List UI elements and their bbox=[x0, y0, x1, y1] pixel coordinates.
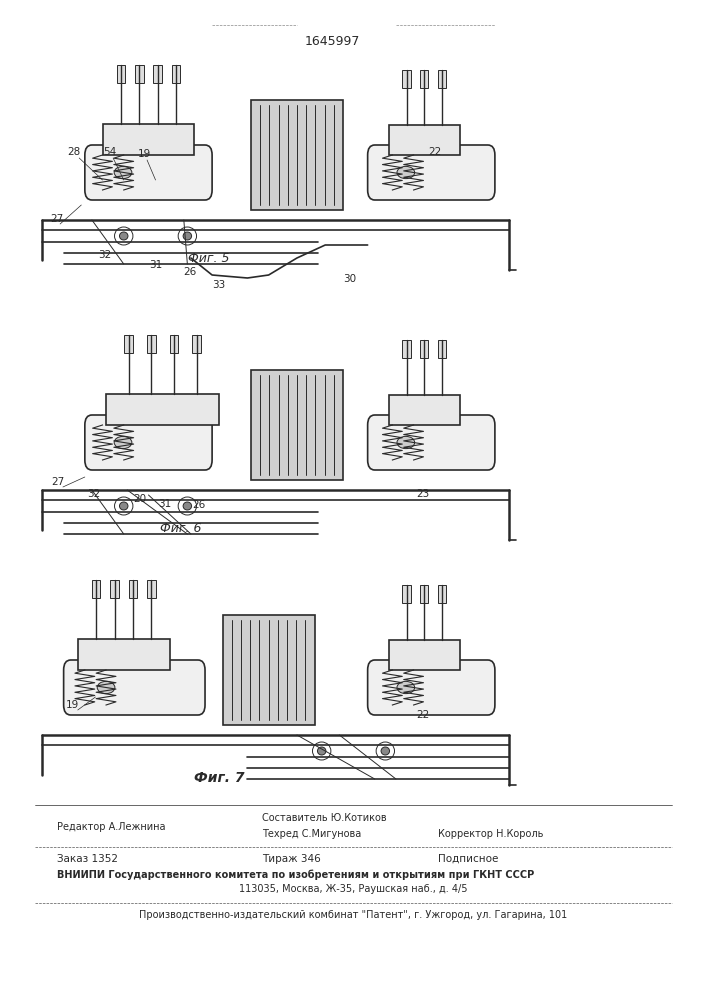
Ellipse shape bbox=[397, 436, 414, 449]
Ellipse shape bbox=[381, 747, 390, 755]
Bar bbox=[389, 395, 460, 425]
Ellipse shape bbox=[397, 681, 414, 694]
Text: 19: 19 bbox=[66, 700, 79, 710]
FancyBboxPatch shape bbox=[368, 415, 495, 470]
Bar bbox=[402, 585, 411, 603]
Text: 26: 26 bbox=[183, 267, 196, 277]
Ellipse shape bbox=[114, 166, 132, 179]
Text: Фиг. 6: Фиг. 6 bbox=[160, 522, 201, 535]
Text: Производственно-издательский комбинат "Патент", г. Ужгород, ул. Гагарина, 101: Производственно-издательский комбинат "П… bbox=[139, 910, 568, 920]
Bar bbox=[129, 580, 137, 598]
Ellipse shape bbox=[183, 502, 192, 510]
Text: Тираж 346: Тираж 346 bbox=[262, 854, 320, 864]
FancyBboxPatch shape bbox=[368, 145, 495, 200]
Bar bbox=[223, 615, 315, 725]
Text: 54: 54 bbox=[103, 147, 116, 157]
Text: 27: 27 bbox=[52, 477, 64, 487]
Bar bbox=[402, 340, 411, 358]
Bar bbox=[124, 335, 133, 353]
Text: 28: 28 bbox=[68, 147, 81, 157]
Text: 22: 22 bbox=[428, 147, 441, 157]
Bar bbox=[147, 580, 156, 598]
Text: 26: 26 bbox=[193, 500, 206, 510]
Text: 20: 20 bbox=[134, 494, 146, 504]
Bar bbox=[251, 100, 343, 210]
Text: Редактор А.Лежнина: Редактор А.Лежнина bbox=[57, 822, 165, 832]
Text: Фиг. 7: Фиг. 7 bbox=[194, 771, 245, 785]
Ellipse shape bbox=[114, 436, 132, 449]
Bar bbox=[420, 340, 428, 358]
Text: 31: 31 bbox=[158, 499, 171, 509]
Bar bbox=[420, 585, 428, 603]
FancyBboxPatch shape bbox=[85, 415, 212, 470]
Bar bbox=[147, 335, 156, 353]
Bar bbox=[78, 639, 170, 670]
FancyBboxPatch shape bbox=[64, 660, 205, 715]
Bar bbox=[106, 393, 219, 425]
Ellipse shape bbox=[97, 681, 115, 694]
FancyBboxPatch shape bbox=[85, 145, 212, 200]
Bar bbox=[110, 580, 119, 598]
FancyBboxPatch shape bbox=[368, 660, 495, 715]
Text: 33: 33 bbox=[213, 280, 226, 290]
Bar bbox=[251, 370, 343, 480]
Text: 22: 22 bbox=[416, 710, 429, 720]
Text: 30: 30 bbox=[344, 274, 356, 284]
Text: Фиг. 5: Фиг. 5 bbox=[188, 252, 229, 265]
Text: Подписное: Подписное bbox=[438, 854, 498, 864]
Bar bbox=[438, 585, 446, 603]
Text: Техред С.Мигунова: Техред С.Мигунова bbox=[262, 829, 361, 839]
Text: 32: 32 bbox=[87, 489, 100, 499]
Bar bbox=[438, 70, 446, 88]
Bar bbox=[117, 65, 125, 83]
Text: Составитель Ю.Котиков: Составитель Ю.Котиков bbox=[262, 813, 386, 823]
Text: Заказ 1352: Заказ 1352 bbox=[57, 854, 117, 864]
Text: ВНИИПИ Государственного комитета по изобретениям и открытиям при ГКНТ СССР: ВНИИПИ Государственного комитета по изоб… bbox=[57, 869, 534, 880]
Bar bbox=[92, 580, 100, 598]
Text: 19: 19 bbox=[139, 149, 151, 159]
Text: 32: 32 bbox=[98, 250, 111, 260]
Text: Корректор Н.Король: Корректор Н.Король bbox=[438, 829, 544, 839]
Ellipse shape bbox=[119, 502, 128, 510]
Bar bbox=[402, 70, 411, 88]
Bar bbox=[172, 65, 180, 83]
Bar bbox=[420, 70, 428, 88]
Bar bbox=[170, 335, 178, 353]
Bar bbox=[192, 335, 201, 353]
Text: 23: 23 bbox=[416, 489, 429, 499]
Text: 31: 31 bbox=[149, 260, 162, 270]
Bar bbox=[153, 65, 162, 83]
Bar bbox=[135, 65, 144, 83]
Ellipse shape bbox=[317, 747, 326, 755]
Ellipse shape bbox=[397, 166, 414, 179]
Ellipse shape bbox=[183, 232, 192, 240]
Bar bbox=[389, 125, 460, 155]
Text: 113035, Москва, Ж-35, Раушская наб., д. 4/5: 113035, Москва, Ж-35, Раушская наб., д. … bbox=[239, 884, 468, 894]
Bar bbox=[438, 340, 446, 358]
Text: 1645997: 1645997 bbox=[305, 35, 360, 48]
Ellipse shape bbox=[119, 232, 128, 240]
Bar bbox=[103, 123, 194, 155]
Text: 27: 27 bbox=[50, 214, 63, 224]
Bar bbox=[389, 640, 460, 670]
